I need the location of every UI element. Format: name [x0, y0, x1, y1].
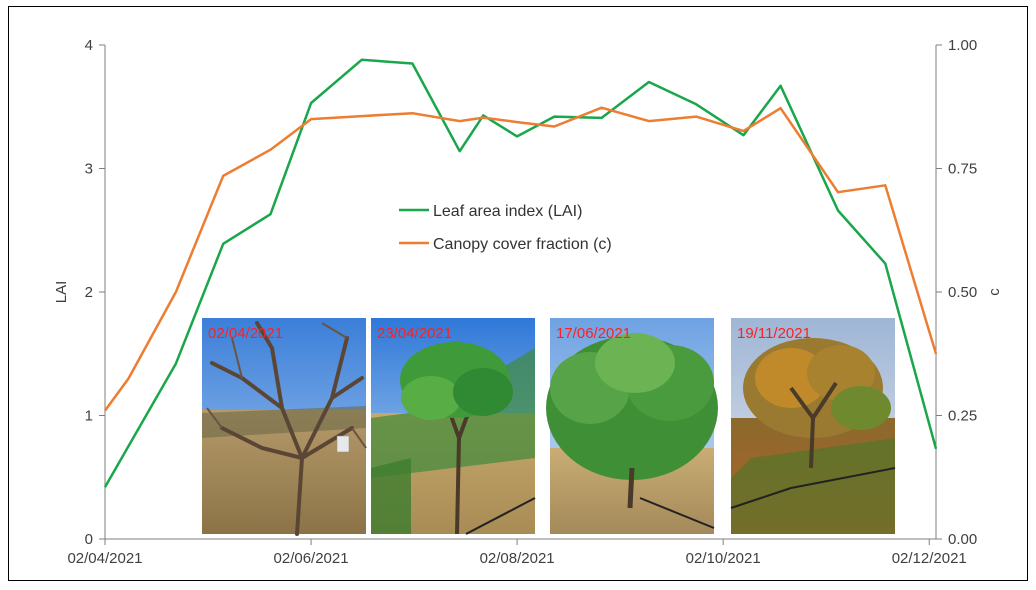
legend: Leaf area index (LAI) Canopy cover fract… — [399, 203, 612, 253]
x-tick-label: 02/10/2021 — [686, 550, 761, 567]
lai-canopy-chart: 02/04/2021 23/04/2021 17/06/2021 — [53, 37, 1003, 567]
x-tick-label: 02/12/2021 — [892, 550, 967, 567]
left-y-tick-label: 4 — [85, 37, 93, 54]
series-line-lai — [103, 58, 938, 488]
left-y-axis-title: LAI — [53, 281, 70, 304]
photo-inset-1: 02/04/2021 — [202, 318, 367, 536]
right-y-tick-label: 0.50 — [948, 284, 977, 301]
right-y-tick-label: 0.75 — [948, 161, 977, 178]
x-tick-label: 02/08/2021 — [480, 550, 555, 567]
tick-labels: 0 1 2 3 4 0.00 0.25 0.50 0.75 1.00 02/04/2021 02/06… — [67, 37, 977, 567]
right-y-tick-label: 0.25 — [948, 408, 977, 425]
left-y-tick-label: 3 — [85, 161, 93, 178]
photo-date-4: 19/11/2021 — [737, 325, 811, 342]
tick-marks — [99, 44, 942, 545]
right-y-tick-label: 0.00 — [948, 531, 977, 548]
photo-date-2: 23/04/2021 — [377, 325, 452, 342]
left-y-tick-label: 2 — [85, 284, 93, 301]
series-layer — [103, 58, 938, 488]
photo-inset-4: 19/11/2021 — [730, 318, 896, 534]
legend-label-lai: Leaf area index (LAI) — [433, 203, 582, 220]
photo-inset-3: 17/06/2021 — [546, 318, 718, 534]
photo-inset-2: 23/04/2021 — [371, 318, 536, 535]
photo-date-3: 17/06/2021 — [556, 325, 631, 342]
left-y-tick-label: 0 — [85, 531, 93, 548]
left-y-tick-label: 1 — [85, 408, 93, 425]
x-tick-label: 02/04/2021 — [67, 550, 142, 567]
series-line-canopy — [103, 106, 938, 412]
photo-date-1: 02/04/2021 — [208, 325, 283, 342]
right-y-tick-label: 1.00 — [948, 37, 977, 54]
legend-label-canopy: Canopy cover fraction (c) — [433, 236, 612, 253]
x-tick-label: 02/06/2021 — [274, 550, 349, 567]
right-y-axis-title: c — [986, 288, 1003, 296]
chart-frame: 02/04/2021 23/04/2021 17/06/2021 — [8, 6, 1028, 581]
